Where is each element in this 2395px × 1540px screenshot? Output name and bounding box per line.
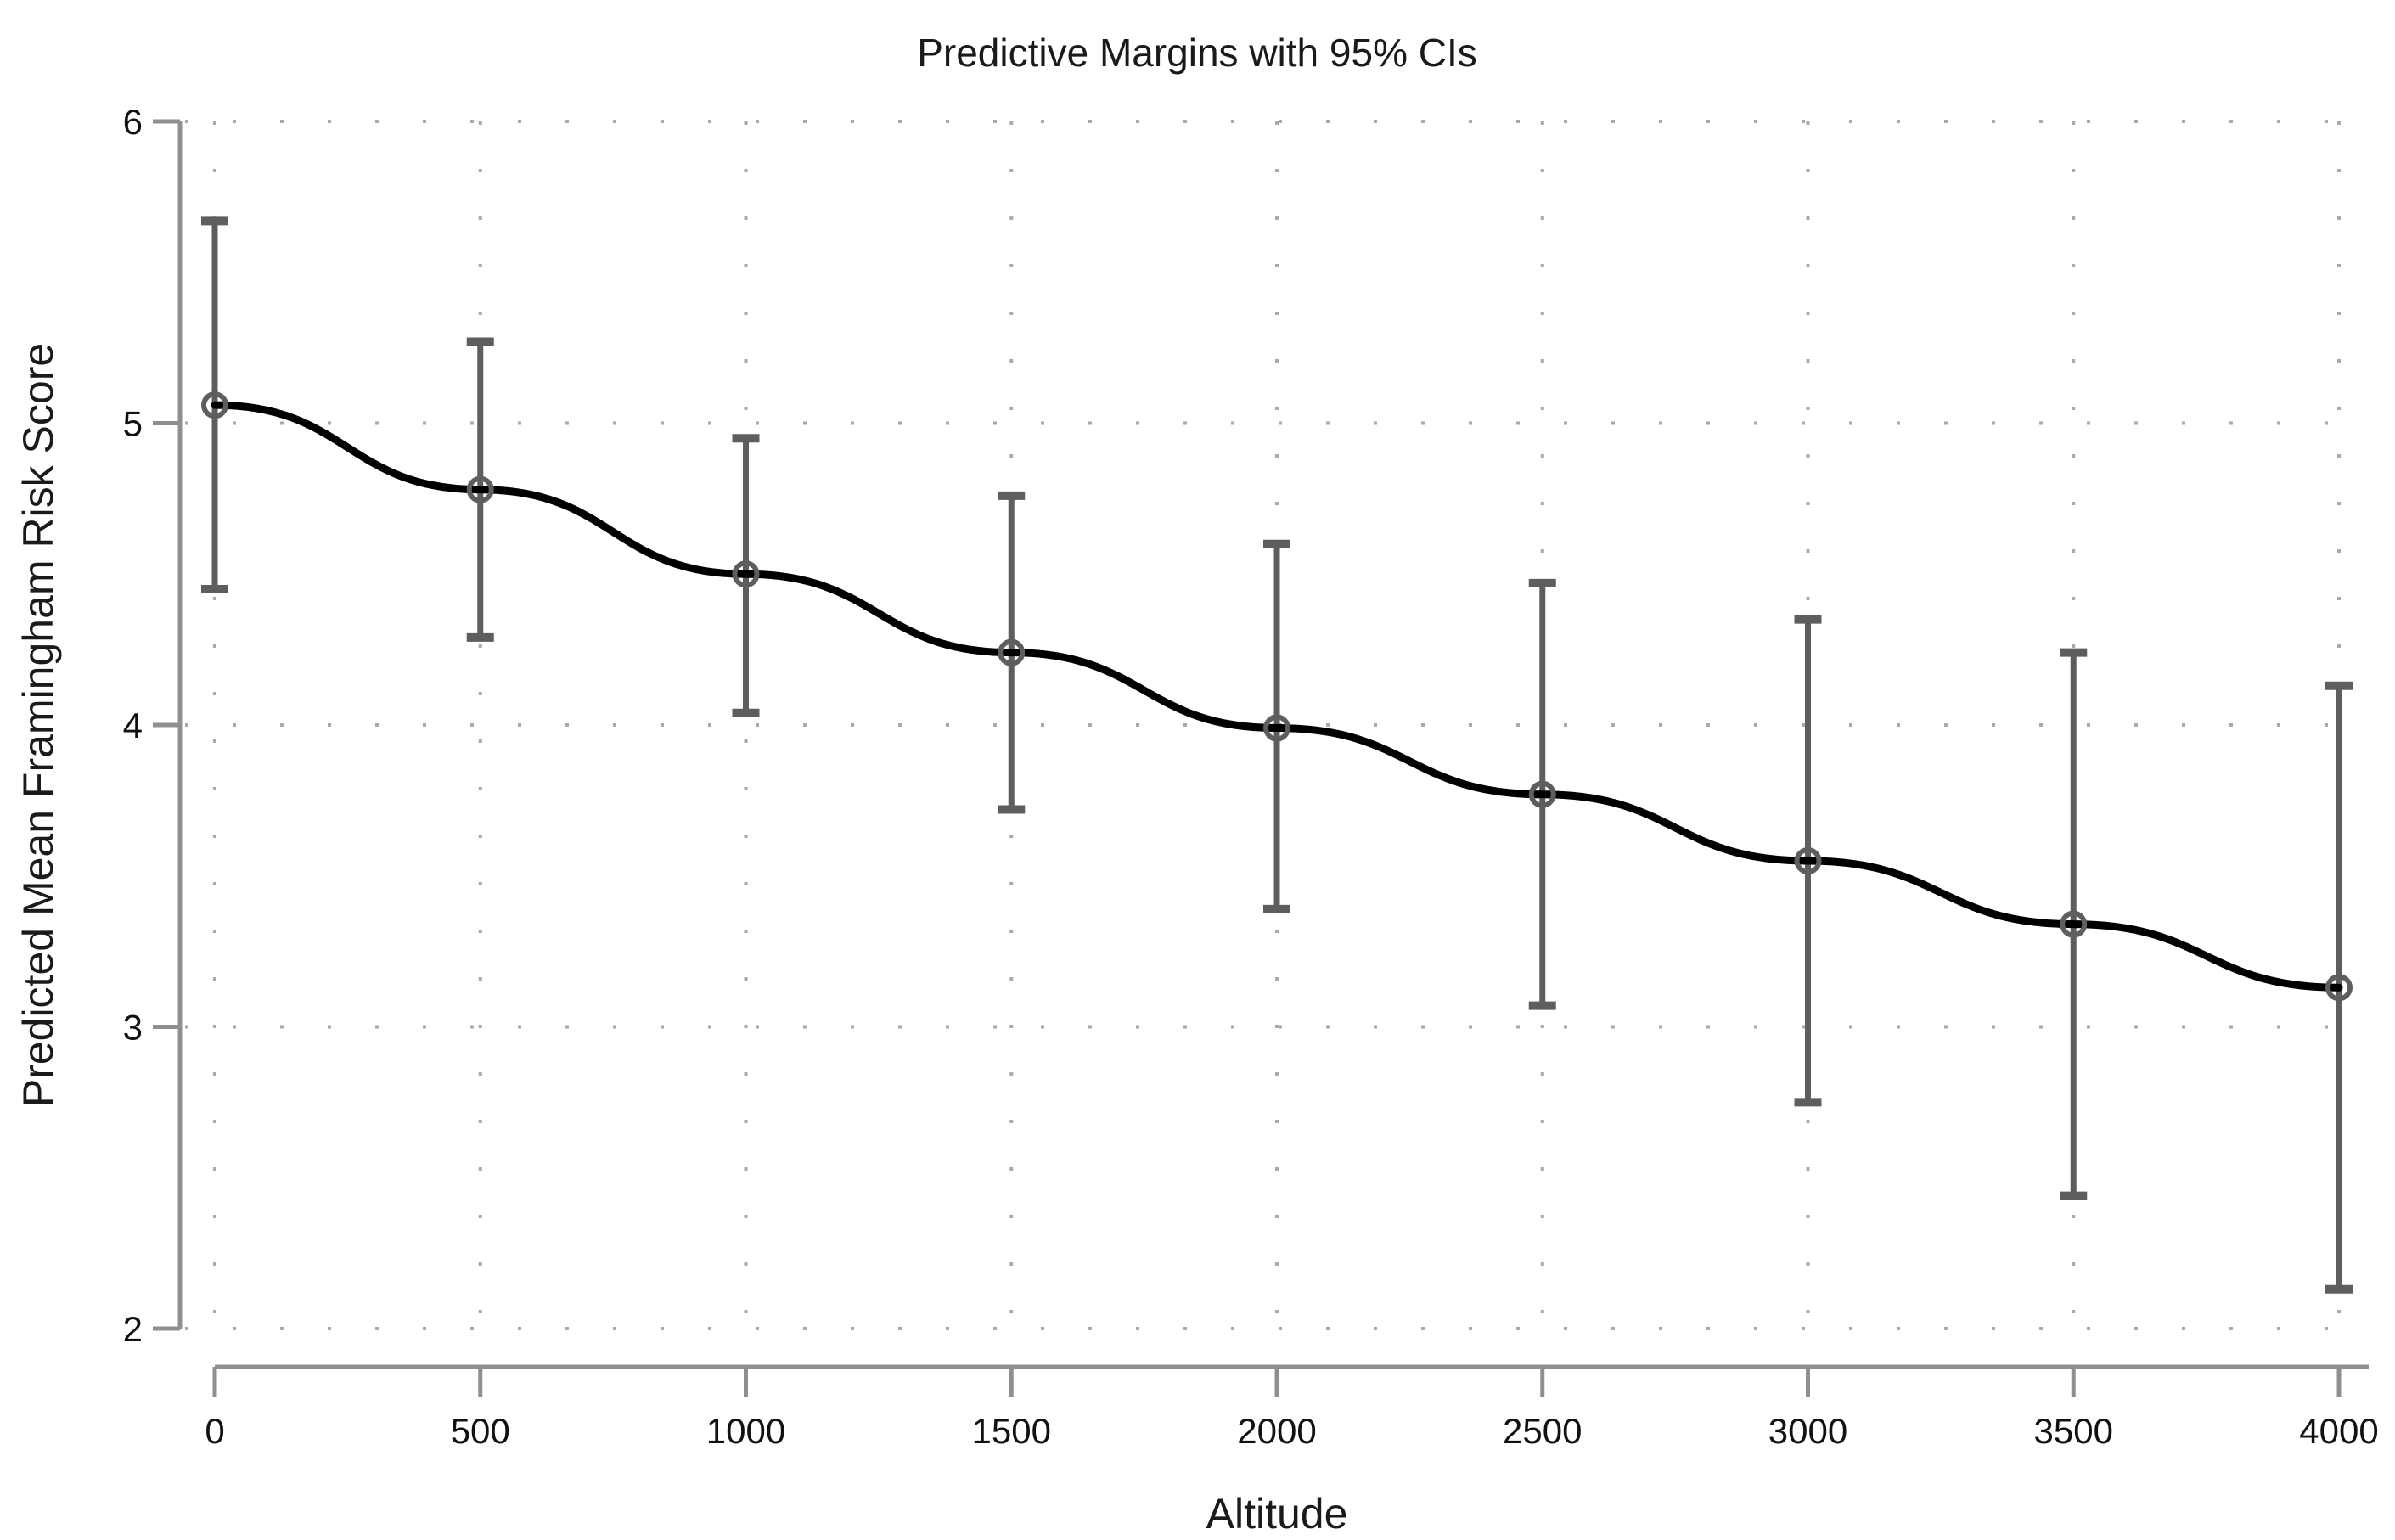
prediction-line (211, 401, 2343, 992)
x-tick-label: 0 (205, 1411, 224, 1451)
axes-layer (153, 119, 2369, 1397)
chart-title: Predictive Margins with 95% CIs (917, 31, 1477, 75)
y-tick-label: 6 (123, 102, 143, 142)
y-tick-label: 3 (123, 1008, 143, 1048)
data-point-marker (732, 560, 760, 588)
x-tick-label: 4000 (2299, 1411, 2378, 1451)
x-tick-label: 1500 (972, 1411, 1051, 1451)
y-tick-label: 4 (123, 705, 143, 745)
trend-line-layer (211, 401, 2343, 992)
data-point-marker (2325, 974, 2353, 1002)
data-point-marker (201, 391, 228, 419)
data-point-marker (1794, 846, 1822, 874)
data-point-marker (998, 638, 1026, 666)
confidence-intervals-layer (201, 216, 2353, 1294)
x-tick-label: 3000 (1768, 1411, 1847, 1451)
data-point-marker (2060, 910, 2088, 938)
data-point-marker (1528, 780, 1556, 808)
tick-labels-layer: 2 3 4 5 6 0 500 1000 1500 2000 2500 3000 3500 4000 (123, 102, 2379, 1451)
x-tick-label: 1000 (706, 1411, 785, 1451)
y-tick-label: 2 (123, 1309, 143, 1349)
markers-layer (201, 391, 2353, 1002)
y-tick-label: 5 (123, 404, 143, 444)
y-axis-title: Predicted Mean Framingham Risk Score (14, 343, 62, 1107)
x-tick-label: 2500 (1503, 1411, 1582, 1451)
data-point-marker (466, 475, 494, 503)
x-tick-label: 3500 (2034, 1411, 2113, 1451)
x-tick-label: 2000 (1237, 1411, 1316, 1451)
data-point-marker (1263, 714, 1290, 742)
x-tick-label: 500 (451, 1411, 510, 1451)
x-axis-title: Altitude (1206, 1490, 1348, 1537)
